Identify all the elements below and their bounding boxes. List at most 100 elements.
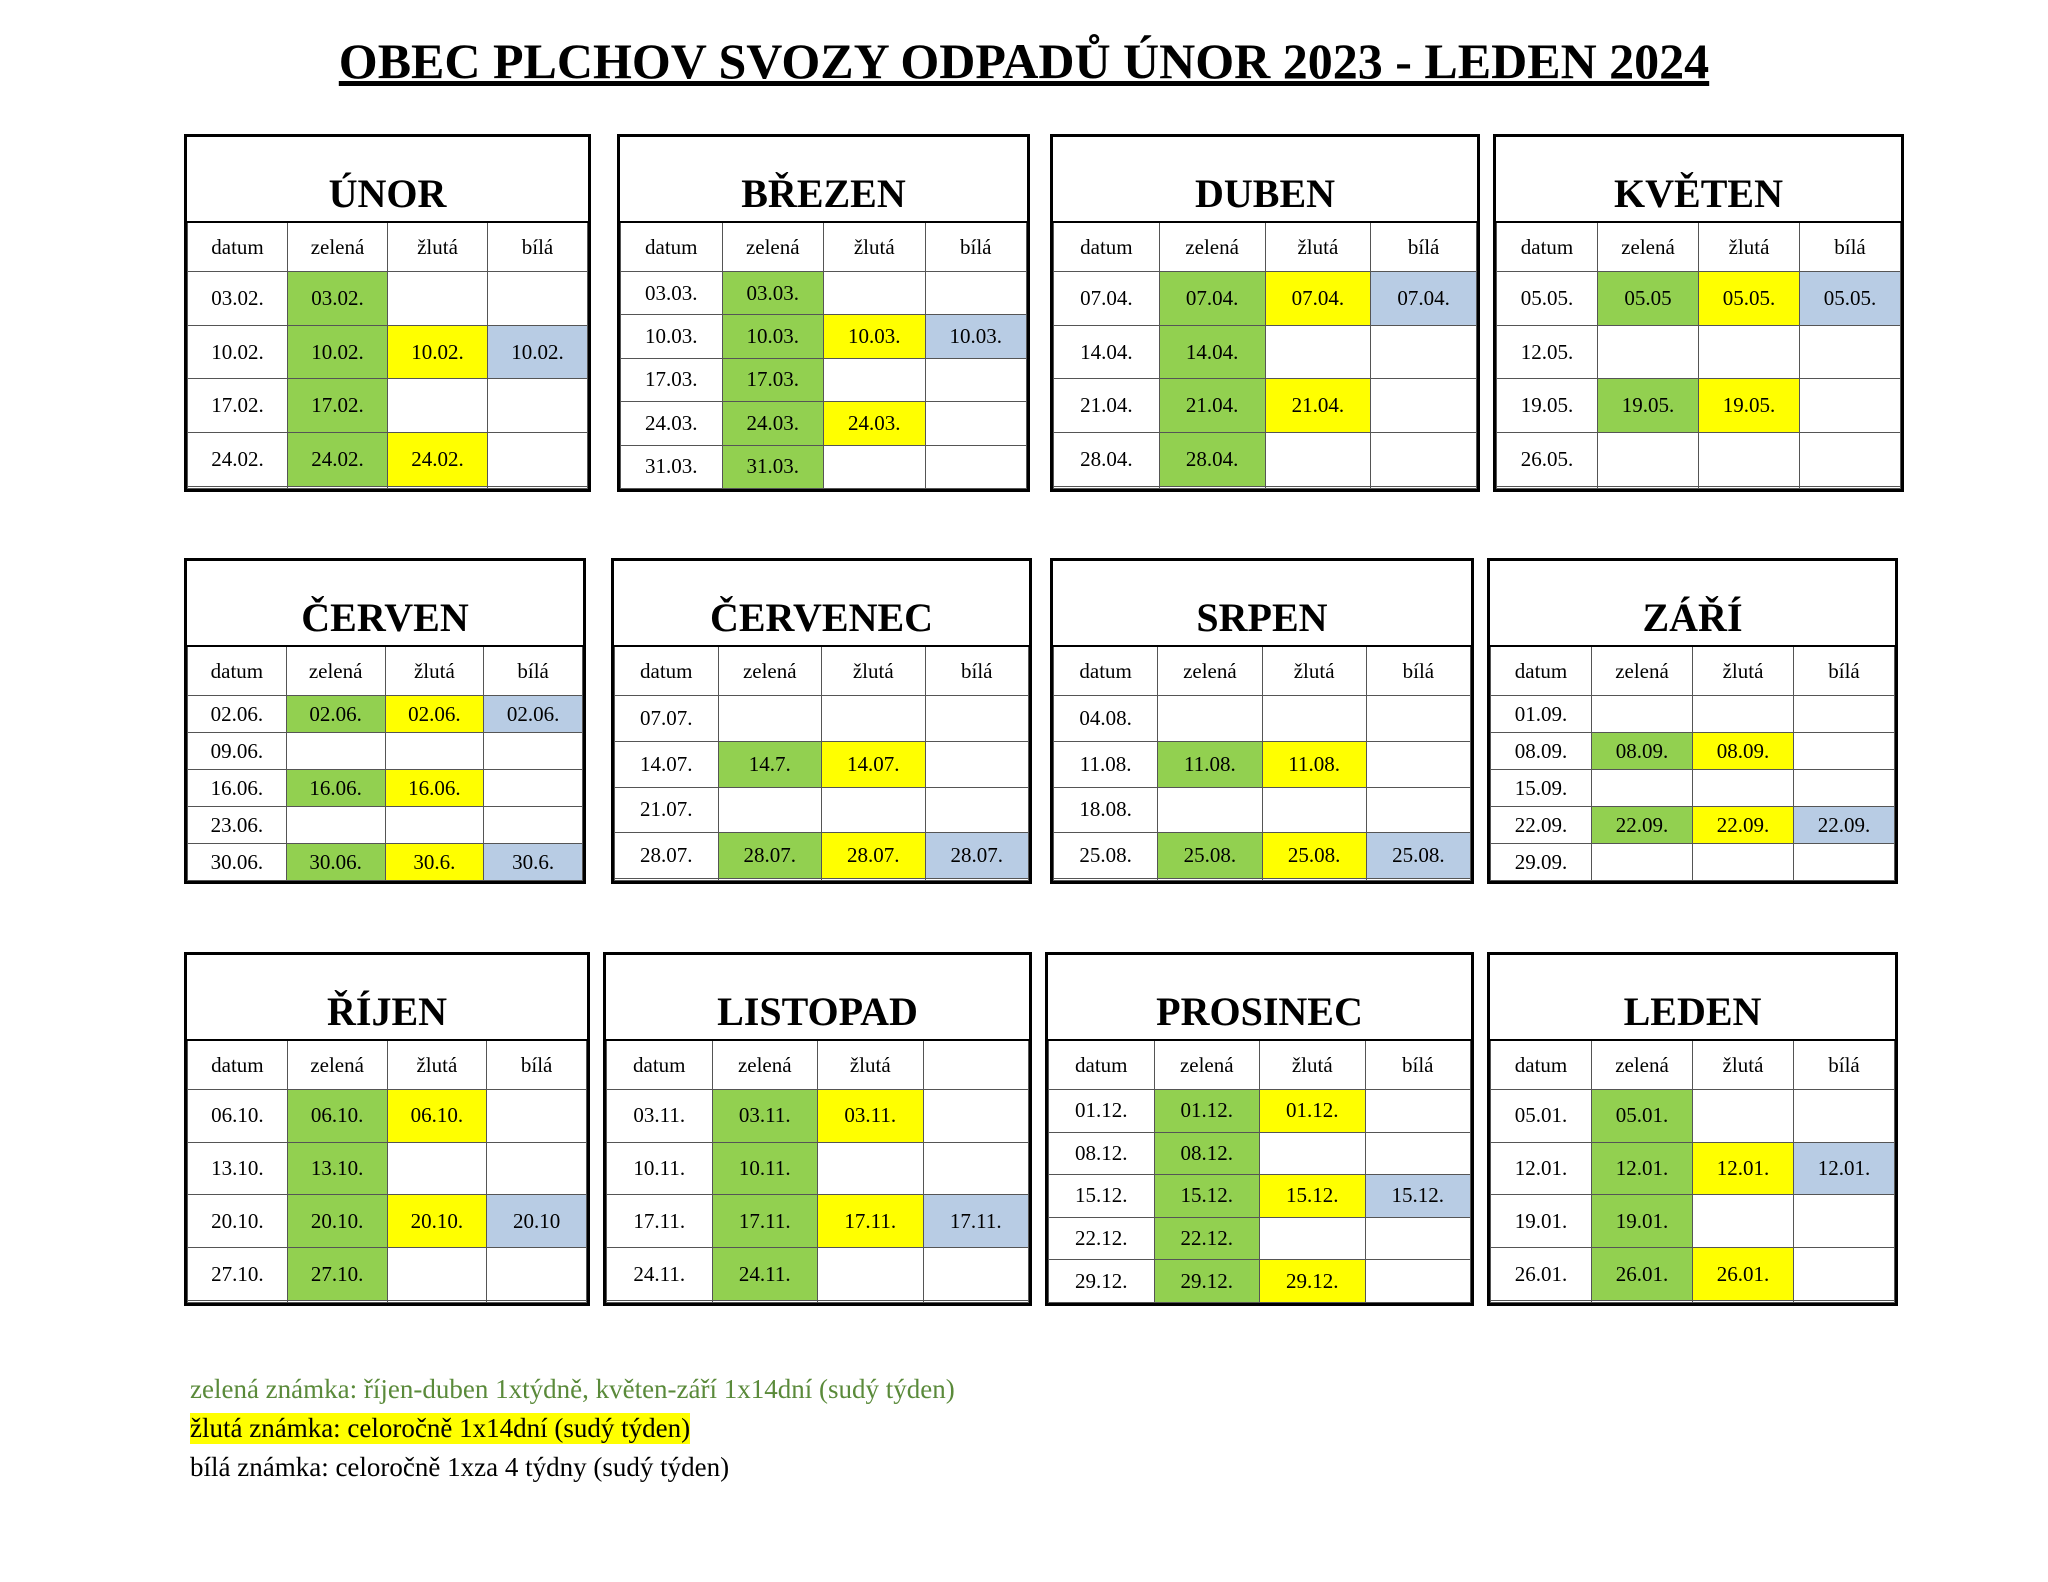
cell: 31.03. [620, 444, 723, 490]
month-name: LISTOPAD [606, 955, 1029, 1041]
row: 19.01. 19.01. [1490, 1194, 1895, 1249]
cell: 22.09. [1591, 806, 1693, 844]
cell: 08.12. [1153, 1131, 1260, 1176]
cell: 17.11. [922, 1194, 1029, 1249]
cell [924, 401, 1027, 446]
cell: 19.01. [1490, 1194, 1592, 1249]
row: 11.08. 11.08. 11.08. [1052, 740, 1472, 788]
cell: 22.09. [1692, 806, 1794, 844]
row: 16.06. 16.06. 16.06. [187, 769, 583, 807]
cell: 29.12. [1048, 1259, 1155, 1303]
cell: 10.02. [387, 324, 488, 380]
cell: 06.10. [386, 1089, 488, 1143]
month-name: KVĚTEN [1496, 137, 1901, 223]
cell: 28.07. [614, 832, 719, 880]
cell [817, 1141, 924, 1196]
column-header: datum [620, 223, 723, 272]
header-row: datum zelená žlutá bílá [187, 647, 583, 696]
column-header: datum [606, 1041, 713, 1090]
column-header: žlutá [1259, 1041, 1366, 1090]
row: 31.03. 31.03. [620, 444, 1027, 490]
row: 10.02. 10.02. 10.02. 10.02. [187, 324, 588, 380]
row: 24.03. 24.03. 24.03. [620, 401, 1027, 446]
cell: 19.01. [1591, 1194, 1693, 1249]
cell [1793, 1194, 1895, 1249]
column-header: datum [1052, 647, 1159, 696]
column-header: žlutá [817, 1041, 924, 1090]
month-table: LEDEN datum zelená žlutá bílá 05.01. 05.01. 12.… [1487, 952, 1898, 1306]
column-header: datum [187, 647, 287, 696]
row: 01.09. [1490, 695, 1895, 733]
cell: 14.04. [1158, 324, 1266, 380]
cell: 22.09. [1793, 806, 1895, 844]
cell [386, 1299, 488, 1304]
column-header: datum [614, 647, 719, 696]
row: 29.12. 29.12. 29.12. [1048, 1259, 1471, 1303]
header-row: datum zelená žlutá bílá [1048, 1041, 1471, 1090]
cell: 10.11. [606, 1141, 713, 1196]
row: 28.07. 28.07. 28.07. 28.07. [614, 832, 1029, 880]
cell [487, 432, 588, 487]
month-name: BŘEZEN [620, 137, 1027, 223]
cell [187, 485, 288, 490]
row: 03.03. 03.03. [620, 270, 1027, 316]
row: 22.12. 22.12. [1048, 1216, 1471, 1261]
cell: 24.02. [287, 432, 388, 487]
cell: 19.05. [1597, 378, 1699, 434]
row: 15.12. 15.12. 15.12. 15.12. [1048, 1174, 1471, 1218]
cell [1264, 432, 1372, 487]
cell [924, 270, 1027, 316]
cell [924, 878, 1029, 881]
month-name: DUBEN [1053, 137, 1477, 223]
column-header: žlutá [1692, 1041, 1794, 1090]
schedule: datum zelená žlutá bílá 04.08. 11.08. 11.08. 11… [1052, 647, 1472, 881]
column-header: žlutá [387, 223, 488, 272]
cell: 15.12. [1048, 1174, 1155, 1218]
month-table: ČERVENEC datum zelená žlutá bílá 07.07. 14.07.… [611, 558, 1032, 884]
cell: 02.06. [285, 695, 386, 733]
cell: 14.04. [1053, 324, 1160, 380]
row: 17.03. 17.03. [620, 357, 1027, 403]
cell: 15.12. [1259, 1174, 1366, 1218]
header-row: datum zelená žlutá bílá [620, 223, 1027, 272]
row: 21.04. 21.04. 21.04. [1053, 378, 1477, 434]
cell [387, 485, 488, 490]
cell: 10.03. [721, 314, 824, 359]
cell [823, 357, 926, 403]
column-header: bílá [1365, 647, 1472, 696]
column-header: datum [187, 223, 288, 272]
cell: 19.05. [1698, 378, 1800, 434]
cell [1364, 1216, 1471, 1261]
cell: 12.01. [1591, 1141, 1693, 1196]
cell [1793, 769, 1895, 807]
cell [924, 786, 1029, 834]
column-header: žlutá [821, 647, 926, 696]
cell: 24.03. [721, 401, 824, 446]
row [1490, 1299, 1895, 1304]
column-header: žlutá [823, 223, 926, 272]
month-name: ČERVEN [187, 561, 583, 647]
cell: 26.05. [1496, 432, 1598, 487]
column-header: zelená [1153, 1041, 1260, 1090]
cell [711, 1299, 818, 1304]
column-header: zelená [1157, 647, 1263, 696]
column-header: bílá [1364, 1041, 1471, 1090]
cell: 03.03. [721, 270, 824, 316]
header-row: datum zelená žlutá bílá [1496, 223, 1901, 272]
row: 26.05. [1496, 432, 1901, 487]
cell [1793, 843, 1895, 881]
row [187, 1299, 587, 1304]
cell [483, 769, 583, 807]
cell [1052, 878, 1159, 881]
cell [1264, 324, 1372, 380]
cell: 08.12. [1048, 1131, 1155, 1176]
cell [1364, 1259, 1471, 1303]
row: 02.06. 02.06. 02.06. 02.06. [187, 695, 583, 733]
cell [1157, 878, 1263, 881]
legend-green: zelená známka: říjen-duben 1xtýdně, květ… [190, 1374, 955, 1404]
cell: 11.08. [1261, 740, 1367, 788]
cell: 30.06. [285, 843, 386, 881]
cell: 21.04. [1264, 378, 1372, 434]
title: OBEC PLCHOV SVOZY ODPADŮ ÚNOR 2023 - LED… [338, 33, 1710, 89]
cell: 15.12. [1364, 1174, 1471, 1218]
